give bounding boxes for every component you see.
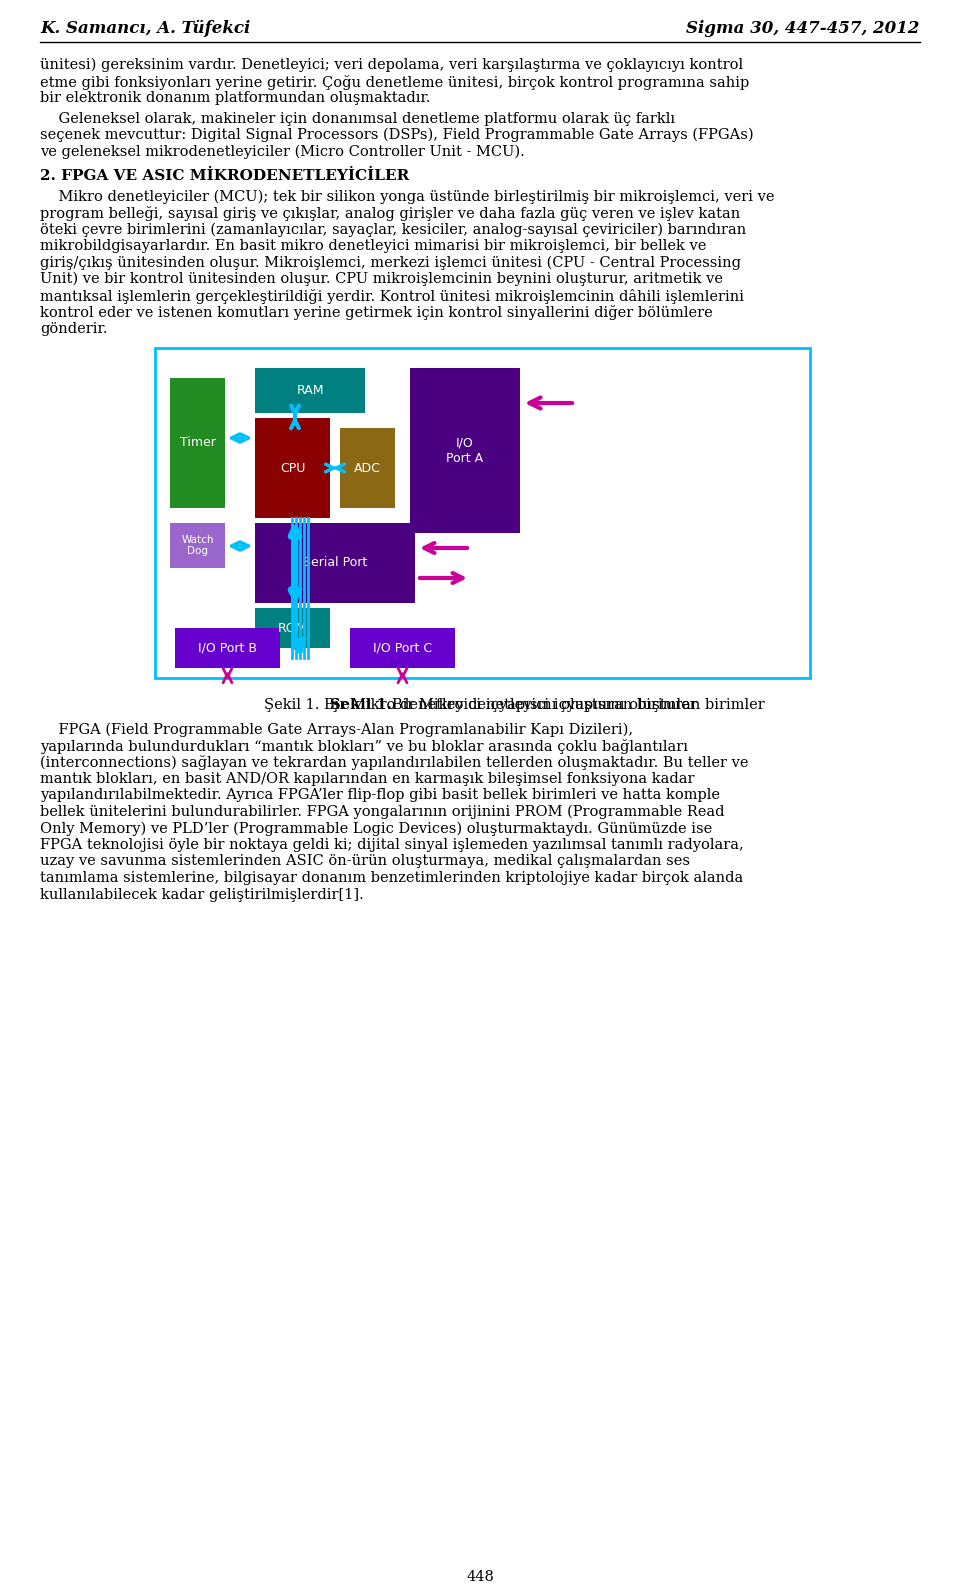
Bar (255, 368, 365, 413)
Text: uzay ve savunma sistemlerinden ASIC ön-ürün oluşturmaya, medikal çalışmalardan s: uzay ve savunma sistemlerinden ASIC ön-ü… (40, 855, 690, 869)
Text: öteki çevre birimlerini (zamanlayıcılar, sayaçlar, kesiciler, analog-sayısal çev: öteki çevre birimlerini (zamanlayıcılar,… (40, 222, 746, 238)
Bar (350, 628, 455, 668)
Text: FPGA (Field Programmable Gate Arrays-Alan Programlanabilir Kapı Dizileri),: FPGA (Field Programmable Gate Arrays-Ala… (40, 723, 634, 737)
Text: bellek ünitelerini bulundurabilirler. FPGA yongalarının orijinini PROM (Programm: bellek ünitelerini bulundurabilirler. FP… (40, 805, 725, 820)
Bar (170, 378, 225, 507)
Text: CPU: CPU (279, 461, 305, 474)
Text: mikrobildgisayarlardır. En basit mikro denetleyici mimarisi bir mikroişlemci, bi: mikrobildgisayarlardır. En basit mikro d… (40, 239, 707, 254)
Text: RAM: RAM (297, 384, 324, 397)
Text: Mikro denetleyiciler (MCU); tek bir silikon yonga üstünde birleştirilmiş bir mik: Mikro denetleyiciler (MCU); tek bir sili… (40, 190, 775, 204)
Text: seçenek mevcuttur: Digital Signal Processors (DSPs), Field Programmable Gate Arr: seçenek mevcuttur: Digital Signal Proces… (40, 128, 754, 142)
Text: I/O
Port A: I/O Port A (446, 437, 484, 464)
Text: yapılandırılabilmektedir. Ayrıca FPGA’ler flip-flop gibi basit bellek birimleri : yapılandırılabilmektedir. Ayrıca FPGA’le… (40, 788, 720, 802)
Text: kontrol eder ve istenen komutları yerine getirmek için kontrol sinyallerini diğe: kontrol eder ve istenen komutları yerine… (40, 305, 712, 321)
Bar (175, 628, 280, 668)
Text: mantıksal işlemlerin gerçekleştirildiği yerdir. Kontrol ünitesi mikroişlemcinin : mantıksal işlemlerin gerçekleştirildiği … (40, 289, 744, 303)
Text: etme gibi fonksiyonları yerine getirir. Çoğu denetleme ünitesi, birçok kontrol p: etme gibi fonksiyonları yerine getirir. … (40, 75, 749, 89)
Text: Watch
Dog: Watch Dog (181, 534, 214, 557)
Text: ünitesi) gereksinim vardır. Denetleyici; veri depolama, veri karşılaştırma ve ço: ünitesi) gereksinim vardır. Denetleyici;… (40, 57, 743, 72)
Text: kullanılabilecek kadar geliştirilmişlerdir[1].: kullanılabilecek kadar geliştirilmişlerd… (40, 887, 364, 901)
Text: gönderir.: gönderir. (40, 322, 108, 335)
Bar (170, 523, 225, 568)
Text: tanımlama sistemlerine, bilgisayar donanım benzetimlerinden kriptolojiye kadar b: tanımlama sistemlerine, bilgisayar donan… (40, 871, 743, 885)
Bar (410, 368, 520, 533)
Text: I/O Port B: I/O Port B (198, 641, 257, 654)
Text: ve geleneksel mikrodenetleyiciler (Micro Controller Unit - MCU).: ve geleneksel mikrodenetleyiciler (Micro… (40, 145, 525, 160)
Text: yapılarında bulundurdukları “mantık blokları” ve bu bloklar arasında çoklu bağla: yapılarında bulundurdukları “mantık blok… (40, 738, 688, 754)
Text: 2. FPGA VE ASIC MİKRODENETLEYİCİLER: 2. FPGA VE ASIC MİKRODENETLEYİCİLER (40, 169, 409, 183)
Text: Serial Port: Serial Port (302, 557, 367, 569)
Bar (155, 348, 810, 678)
Text: mantık blokları, en basit AND/OR kapılarından en karmaşık bileşimsel fonksiyona : mantık blokları, en basit AND/OR kapılar… (40, 772, 694, 786)
Bar (255, 608, 330, 648)
Text: I/O Port C: I/O Port C (372, 641, 432, 654)
Bar (255, 418, 330, 518)
Text: Geleneksel olarak, makineler için donanımsal denetleme platformu olarak üç farkl: Geleneksel olarak, makineler için donanı… (40, 112, 675, 126)
Text: Şekil 1. Bir Mikro denetleyici içyapısını oluşturan birimler: Şekil 1. Bir Mikro denetleyici içyapısın… (264, 699, 696, 711)
Text: Bir Mikro denetleyici içyapısını oluşturan birimler: Bir Mikro denetleyici içyapısını oluştur… (392, 699, 765, 711)
Text: giriş/çıkış ünitesinden oluşur. Mikroişlemci, merkezi işlemci ünitesi (CPU - Cen: giriş/çıkış ünitesinden oluşur. Mikroişl… (40, 255, 741, 270)
Text: bir elektronik donanım platformundan oluşmaktadır.: bir elektronik donanım platformundan olu… (40, 91, 430, 105)
Text: Timer: Timer (180, 437, 215, 450)
Text: 448: 448 (466, 1569, 494, 1584)
Text: Şekil 1.: Şekil 1. (330, 699, 392, 711)
Text: (interconnections) sağlayan ve tekrardan yapılandırılabilen tellerden oluşmaktad: (interconnections) sağlayan ve tekrardan… (40, 756, 749, 770)
Bar (340, 427, 395, 507)
Text: Sigma 30, 447-457, 2012: Sigma 30, 447-457, 2012 (686, 21, 920, 37)
Text: Only Memory) ve PLD’ler (Programmable Logic Devices) oluşturmaktaydı. Günümüzde : Only Memory) ve PLD’ler (Programmable Lo… (40, 821, 712, 836)
Text: ROM: ROM (277, 622, 307, 635)
Bar (255, 523, 415, 603)
Text: Unit) ve bir kontrol ünitesinden oluşur. CPU mikroişlemcinin beynini oluşturur, : Unit) ve bir kontrol ünitesinden oluşur.… (40, 273, 723, 287)
Text: program belleği, sayısal giriş ve çıkışlar, analog girişler ve daha fazla güç ve: program belleği, sayısal giriş ve çıkışl… (40, 206, 740, 222)
Text: FPGA teknolojisi öyle bir noktaya geldi ki; dijital sinyal işlemeden yazılımsal : FPGA teknolojisi öyle bir noktaya geldi … (40, 837, 744, 852)
Text: ADC: ADC (354, 461, 381, 474)
Text: K. Samancı, A. Tüfekci: K. Samancı, A. Tüfekci (40, 21, 251, 37)
